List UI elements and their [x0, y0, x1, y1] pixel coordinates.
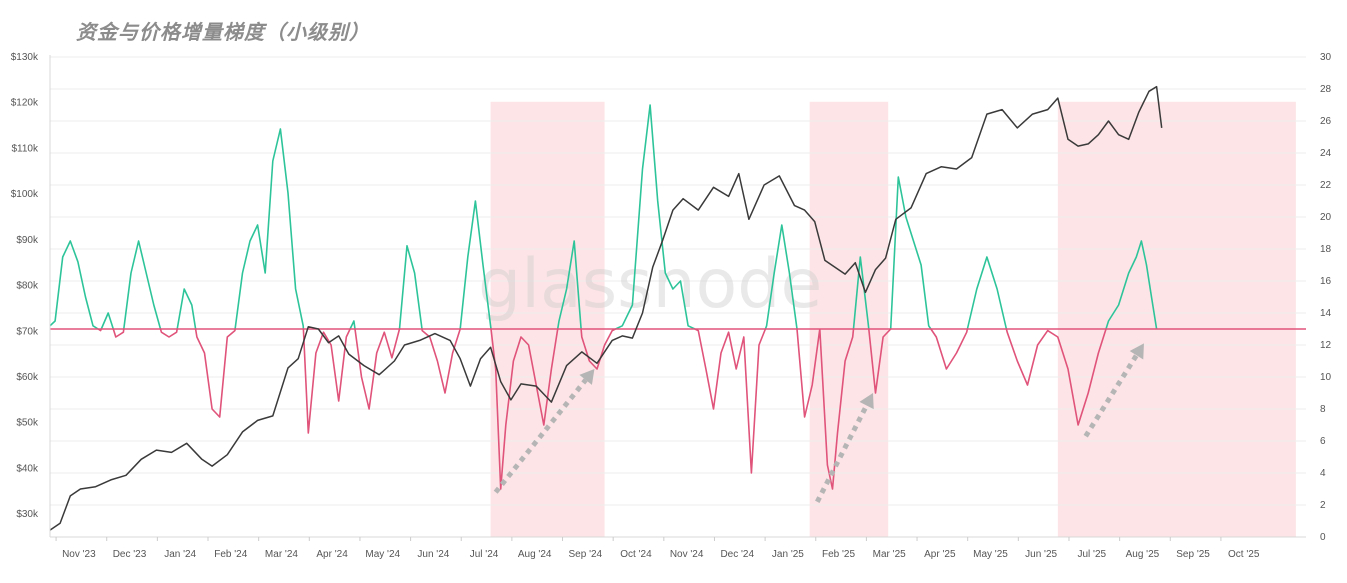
x-tick-label: Apr '25	[924, 549, 956, 560]
flow-line-above	[176, 288, 197, 330]
x-tick-label: Apr '24	[316, 549, 348, 560]
right-tick-label: 10	[1320, 372, 1332, 383]
x-tick-label: Mar '24	[265, 549, 298, 560]
flow-line-below	[112, 328, 125, 338]
flow-line-below	[819, 328, 855, 490]
flow-line-below	[868, 328, 892, 394]
trend-arrow-shaft	[815, 404, 869, 503]
left-tick-label: $40k	[16, 463, 39, 474]
right-tick-label: 6	[1320, 436, 1326, 447]
highlight-region	[490, 101, 605, 538]
flow-line-above	[234, 128, 305, 330]
right-tick-label: 30	[1320, 52, 1332, 63]
x-tick-label: Sep '25	[1176, 549, 1210, 560]
axes: $30k $40k $50k $60k $70k $80k $90k $100k $110k $1…	[11, 52, 1332, 560]
trend-arrow-head	[579, 369, 595, 385]
right-tick-label: 24	[1320, 148, 1332, 159]
trend-arrow-head	[1129, 343, 1144, 360]
right-tick-label: 22	[1320, 180, 1332, 191]
flow-line-above	[123, 240, 162, 330]
x-tick-label: Oct '24	[620, 549, 652, 560]
watermark: glassnode	[478, 245, 822, 324]
right-tick-label: 4	[1320, 468, 1326, 479]
x-tick-label: Aug '25	[1126, 549, 1160, 560]
x-tick-label: Oct '25	[1228, 549, 1260, 560]
x-tick-label: Mar '25	[873, 549, 906, 560]
flow-line-below	[1005, 328, 1107, 426]
flow-line-below	[354, 328, 401, 410]
x-tick-label: May '24	[365, 549, 400, 560]
flow-line-above	[49, 240, 99, 330]
left-tick-label: $120k	[11, 98, 39, 109]
x-tick-label: Jul '24	[470, 549, 499, 560]
flow-line-above	[966, 256, 1008, 330]
right-tick-label: 28	[1320, 84, 1332, 95]
x-tick-label: Jul '25	[1077, 549, 1106, 560]
flow-line-below	[694, 328, 767, 474]
right-tick-label: 2	[1320, 500, 1326, 511]
left-tick-label: $100k	[11, 189, 39, 200]
flow-line-below	[194, 328, 236, 418]
right-tick-label: 26	[1320, 116, 1332, 127]
left-tick-label: $90k	[16, 235, 39, 246]
left-tick-label: $130k	[11, 52, 39, 63]
right-tick-label: 12	[1320, 340, 1332, 351]
x-tick-label: Feb '24	[214, 549, 247, 560]
left-tick-label: $70k	[16, 326, 39, 337]
x-tick-label: May '25	[973, 549, 1008, 560]
flow-line-below	[580, 328, 616, 370]
highlight-regions	[490, 101, 1296, 538]
right-tick-label: 8	[1320, 404, 1326, 415]
chart-title: 资金与价格增量梯度（小级别）	[76, 20, 370, 44]
trend-arrows	[493, 343, 1144, 503]
right-tick-label: 14	[1320, 308, 1332, 319]
flow-line-above	[764, 224, 798, 330]
right-tick-label: 18	[1320, 244, 1332, 255]
flow-line-below	[796, 328, 821, 418]
left-tick-label: $50k	[16, 418, 39, 429]
x-tick-label: Jan '24	[164, 549, 196, 560]
x-tick-label: Dec '23	[113, 549, 147, 560]
left-tick-label: $110k	[11, 143, 39, 154]
highlight-region	[1057, 101, 1296, 538]
x-tick-label: Dec '24	[720, 549, 754, 560]
left-tick-label: $60k	[16, 372, 39, 383]
right-tick-label: 16	[1320, 276, 1332, 287]
x-tick-label: Feb '25	[822, 549, 855, 560]
price-line	[49, 85, 1163, 531]
x-tick-label: Nov '24	[670, 549, 704, 560]
flow-line-above	[889, 176, 932, 330]
flow-line-below	[159, 328, 178, 338]
highlight-region	[809, 101, 889, 538]
x-tick-label: Nov '23	[62, 549, 96, 560]
x-tick-label: Jun '25	[1025, 549, 1057, 560]
flow-line-above	[459, 200, 492, 330]
flow-line-below	[930, 328, 969, 370]
right-tick-label: 0	[1320, 532, 1326, 543]
flow-line-below	[490, 328, 559, 490]
flow-line-above	[1105, 240, 1158, 330]
trend-arrow-shaft	[493, 378, 588, 494]
flow-line-above	[556, 240, 582, 330]
x-tick-label: Jan '25	[772, 549, 804, 560]
flow-line-above	[349, 320, 356, 330]
flow-line-above	[398, 245, 423, 330]
x-tick-label: Jun '24	[417, 549, 449, 560]
trend-arrow-head	[859, 393, 874, 410]
x-tick-label: Aug '24	[518, 549, 552, 560]
left-tick-label: $30k	[16, 509, 39, 520]
right-tick-label: 20	[1320, 212, 1332, 223]
flow-line-below	[421, 328, 461, 394]
left-tick-label: $80k	[16, 281, 39, 292]
x-tick-label: Sep '24	[569, 549, 603, 560]
flow-line-above	[615, 104, 696, 330]
flow-line-above	[100, 312, 115, 330]
series-layer	[49, 85, 1306, 531]
